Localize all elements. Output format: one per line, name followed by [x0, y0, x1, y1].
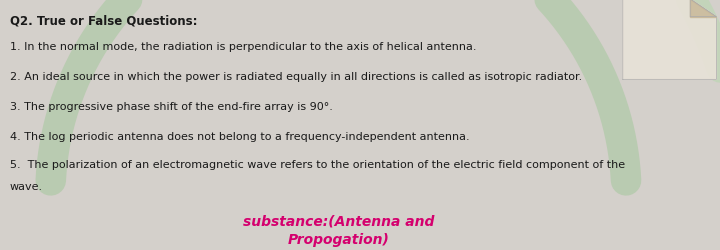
Polygon shape [623, 0, 716, 80]
Polygon shape [690, 0, 716, 18]
Text: 5.  The polarization of an electromagnetic wave refers to the orientation of the: 5. The polarization of an electromagneti… [10, 159, 625, 169]
Text: substance:(Antenna and: substance:(Antenna and [243, 214, 434, 228]
Text: 2. An ideal source in which the power is radiated equally in all directions is c: 2. An ideal source in which the power is… [10, 72, 582, 82]
Text: 3. The progressive phase shift of the end-fire array is 90°.: 3. The progressive phase shift of the en… [10, 102, 333, 112]
Text: 4. The log periodic antenna does not belong to a frequency-independent antenna.: 4. The log periodic antenna does not bel… [10, 132, 469, 141]
Text: wave.: wave. [10, 181, 43, 191]
Text: Propogation): Propogation) [287, 232, 390, 246]
Text: 1. In the normal mode, the radiation is perpendicular to the axis of helical ant: 1. In the normal mode, the radiation is … [10, 42, 477, 52]
Text: Q2. True or False Questions:: Q2. True or False Questions: [10, 14, 197, 27]
